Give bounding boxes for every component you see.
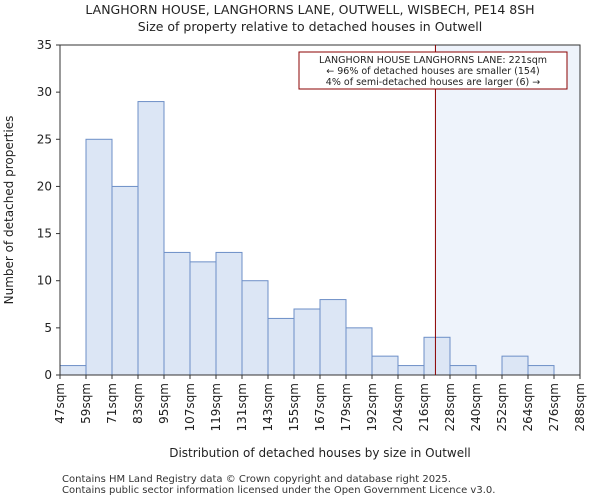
- bar-9: [293, 308, 321, 376]
- y-tick-label-3: 15: [37, 227, 52, 241]
- x-tick-label-15: 228sqm: [443, 383, 457, 431]
- bar-13: [397, 365, 425, 376]
- footer-line-1: Contains HM Land Registry data © Crown c…: [62, 474, 451, 485]
- x-tick-label-7: 131sqm: [235, 383, 249, 431]
- y-tick-label-1: 5: [44, 321, 52, 335]
- x-tick-label-20: 288sqm: [573, 383, 587, 431]
- bar-10: [319, 299, 347, 376]
- annotation-line-3: 4% of semi-detached houses are larger (6…: [326, 77, 540, 88]
- annotation-box: LANGHORN HOUSE LANGHORNS LANE: 221sqm ← …: [298, 51, 568, 90]
- annotation-frame: [298, 51, 568, 90]
- x-tick-label-14: 216sqm: [417, 383, 431, 431]
- x-tick-label-11: 179sqm: [339, 383, 353, 431]
- x-tick-label-9: 155sqm: [287, 383, 301, 431]
- bar-15: [449, 365, 477, 376]
- x-tick-label-19: 276sqm: [547, 383, 561, 431]
- chart-subtitle: Size of property relative to detached ho…: [138, 19, 482, 34]
- x-tick-label-18: 264sqm: [521, 383, 535, 431]
- bar-1: [85, 138, 113, 376]
- bar-5: [189, 261, 217, 376]
- x-tick-label-10: 167sqm: [313, 383, 327, 431]
- x-tick-label-1: 59sqm: [79, 383, 93, 424]
- x-tick-label-16: 240sqm: [469, 383, 483, 431]
- bar-7: [241, 280, 269, 376]
- bar-18: [527, 365, 555, 376]
- bar-4: [163, 251, 191, 376]
- y-tick-label-5: 25: [37, 132, 52, 146]
- larger-region: [435, 45, 580, 375]
- x-tick-label-13: 204sqm: [391, 383, 405, 431]
- x-axis-label: Distribution of detached houses by size …: [169, 446, 471, 460]
- annotation-line-2: ← 96% of detached houses are smaller (15…: [326, 66, 539, 77]
- bar-14: [423, 336, 451, 376]
- x-tick-label-5: 107sqm: [183, 383, 197, 431]
- bar-2: [111, 185, 139, 376]
- x-tick-label-0: 47sqm: [53, 383, 67, 424]
- y-tick-label-2: 10: [37, 274, 52, 288]
- bar-3: [137, 101, 165, 376]
- bar-8: [267, 317, 295, 376]
- x-tick-label-8: 143sqm: [261, 383, 275, 431]
- bar-12: [371, 355, 399, 376]
- y-tick-label-7: 35: [37, 38, 52, 52]
- bar-6: [215, 251, 243, 376]
- bar-11: [345, 327, 373, 376]
- x-tick-label-3: 83sqm: [131, 383, 145, 424]
- y-tick-label-6: 30: [37, 85, 52, 99]
- bar-17: [501, 355, 529, 376]
- x-tick-label-12: 192sqm: [365, 383, 379, 431]
- y-tick-label-0: 0: [44, 368, 52, 382]
- chart-title: LANGHORN HOUSE, LANGHORNS LANE, OUTWELL,…: [85, 2, 534, 17]
- annotation-line-1: LANGHORN HOUSE LANGHORNS LANE: 221sqm: [319, 55, 547, 66]
- y-axis-label: Number of detached properties: [2, 116, 16, 305]
- x-tick-label-2: 71sqm: [105, 383, 119, 424]
- x-tick-label-6: 119sqm: [209, 383, 223, 431]
- footer-line-2: Contains public sector information licen…: [62, 485, 496, 496]
- x-tick-label-4: 95sqm: [157, 383, 171, 424]
- bar-0: [59, 365, 87, 376]
- x-tick-label-17: 252sqm: [495, 383, 509, 431]
- y-tick-label-4: 20: [37, 179, 52, 193]
